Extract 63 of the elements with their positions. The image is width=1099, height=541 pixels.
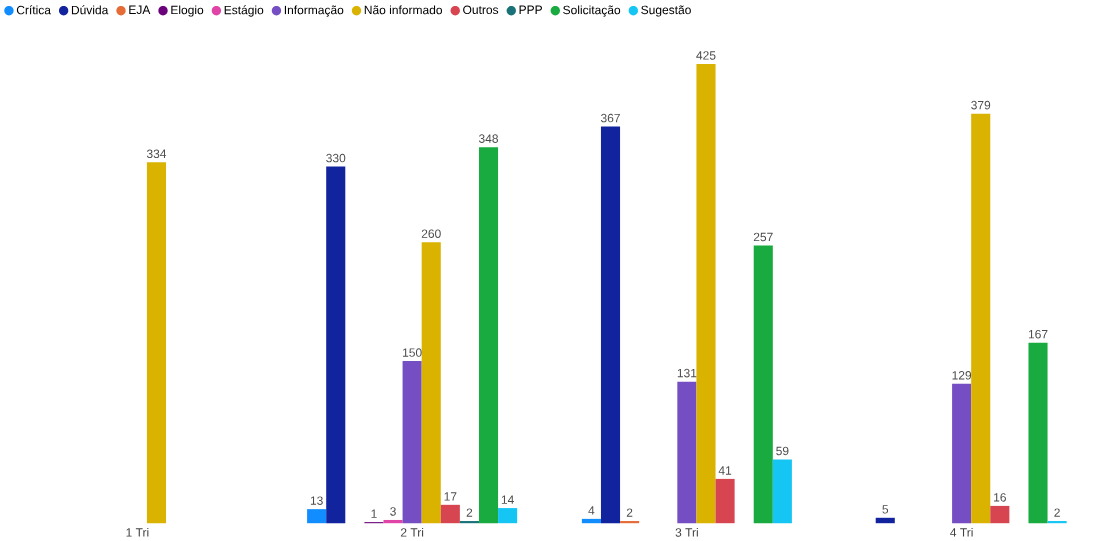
data-label: 257 [753,232,773,242]
data-label: 13 [310,496,323,505]
legend-label: EJA [129,5,151,14]
data-label: 2 [626,508,633,517]
bar [1028,342,1048,524]
data-label: 334 [146,149,167,158]
legend-label: Solicitação [563,5,621,17]
legend-label: Crítica [16,5,51,15]
data-label: 260 [421,229,441,238]
bar [772,459,792,524]
x-tick-label: 2 Tri [400,527,424,537]
bar [990,505,1010,524]
x-tick-label: 3 Tri [675,527,698,537]
data-label: 167 [1028,329,1048,339]
data-label: 330 [326,153,346,163]
legend-label: Elogio [171,5,204,17]
bar [600,126,621,524]
data-label: 2 [466,508,473,517]
data-label: 379 [971,100,991,110]
data-label: 367 [600,113,620,123]
bar [971,113,991,524]
bar [620,520,640,524]
bar [307,509,327,524]
legend-label: Informação [284,5,344,17]
data-label: 5 [882,505,889,514]
bar [326,166,346,524]
bar [459,520,479,524]
bar [498,507,518,524]
bar [696,63,716,524]
bar [677,381,697,524]
bar [1047,520,1067,524]
data-label: 3 [390,507,396,516]
bar [952,383,972,524]
bar [146,162,167,524]
data-label: 348 [478,134,498,143]
legend-label: Dúvida [71,5,109,15]
data-label: 1 [371,509,377,518]
data-label: 59 [776,446,789,456]
bar [478,147,499,524]
bar [753,245,773,524]
data-label: 17 [444,492,457,501]
bar [715,478,735,524]
legend-label: Estágio [224,5,264,17]
bar [440,504,460,524]
legend-label: Outros [463,5,499,14]
legend-label: Sugestão [641,5,691,17]
legend-label: Não informado [364,5,443,15]
data-label: 4 [588,506,595,515]
data-label: 14 [501,495,514,504]
bar [402,361,422,524]
data-label: 2 [1054,508,1060,517]
bar [383,519,403,524]
bar [875,517,895,524]
x-tick-label: 1 Tri [126,527,149,537]
data-label: 425 [696,51,716,60]
bar [581,518,601,524]
data-label: 150 [403,348,422,357]
data-label: 16 [994,493,1006,502]
x-tick-label: 4 Tri [950,527,973,537]
data-label: 41 [718,466,732,475]
data-label: 129 [952,370,972,380]
bar [421,242,441,524]
legend-label: PPP [519,5,542,14]
